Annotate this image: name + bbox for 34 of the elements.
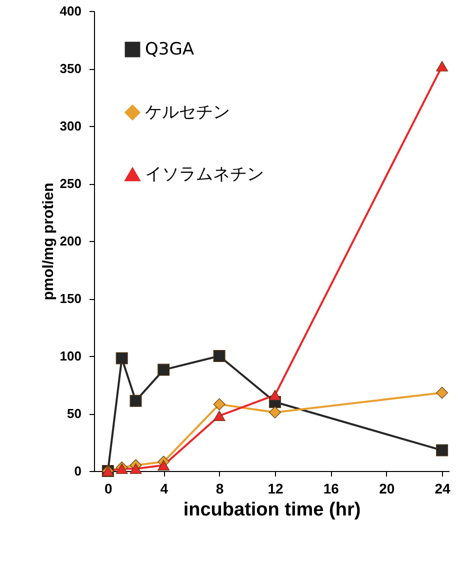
point <box>436 444 448 456</box>
point <box>436 386 448 399</box>
point <box>213 410 226 422</box>
y-tick-label: 100 <box>60 348 82 364</box>
legend-label: ケルセチン <box>145 102 230 122</box>
point <box>158 364 170 376</box>
point <box>268 390 281 400</box>
point <box>213 398 226 410</box>
x-tick-label: 24 <box>434 480 451 496</box>
point <box>130 394 142 407</box>
point <box>268 406 281 418</box>
point <box>213 350 226 362</box>
point <box>158 460 170 470</box>
y-tick-label: 200 <box>60 234 82 248</box>
y-axis-title: pmol/mg protien <box>40 182 57 300</box>
x-tick-label: 16 <box>323 480 340 496</box>
y-tick-label: 50 <box>67 406 82 421</box>
y-tick-label: 400 <box>60 4 82 18</box>
x-tick-label: 12 <box>268 480 284 496</box>
y-tick-label: 250 <box>60 176 82 191</box>
legend-label: イソラムネチン <box>145 164 264 184</box>
y-tick-label: 0 <box>74 464 82 478</box>
point <box>116 352 128 364</box>
y-tick-label: 300 <box>60 118 82 134</box>
x-tick-label: 20 <box>379 480 395 496</box>
x-axis-title: incubation time (hr) <box>183 500 361 520</box>
point <box>130 463 142 474</box>
x-tick-label: 4 <box>160 480 168 496</box>
y-tick-label: 150 <box>60 291 82 306</box>
y-tick-label: 350 <box>60 61 82 76</box>
point <box>436 60 448 72</box>
legend-label: Q3GA <box>145 40 194 60</box>
x-tick-label: 0 <box>104 480 113 496</box>
x-tick-label: 8 <box>216 480 224 496</box>
